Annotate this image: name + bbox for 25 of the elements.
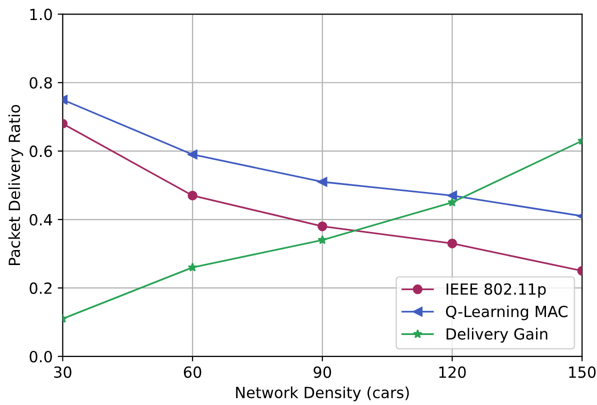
point	[318, 221, 328, 232]
y-tick-label: 0.8	[30, 77, 52, 89]
x-tick-label: 120	[439, 366, 466, 378]
point	[447, 238, 458, 248]
point	[318, 177, 328, 187]
legend-label: Q-Learning MAC	[446, 305, 568, 320]
y-tick-label: 0.0	[30, 350, 52, 362]
y-tick-label: 0.4	[30, 214, 52, 226]
x-tick-label: 90	[314, 366, 332, 378]
point	[448, 198, 457, 206]
x-tick-label: 30	[54, 366, 72, 378]
y-tick-label: 0.6	[30, 146, 52, 158]
legend-label: IEEE 802.11p	[446, 283, 546, 298]
point	[318, 235, 328, 244]
x-tick-label: 60	[184, 366, 202, 378]
x-axis-title: Network Density (cars)	[236, 386, 409, 402]
point	[447, 190, 458, 200]
y-tick-label: 1.0	[30, 8, 52, 20]
point	[188, 150, 198, 160]
point	[188, 190, 198, 200]
point	[188, 262, 198, 272]
legend-label: Delivery Gain	[446, 328, 548, 343]
x-tick-label: 150	[569, 366, 596, 378]
y-tick-label: 0.2	[30, 282, 52, 294]
y-axis-title: Packet Delivery Ratio	[8, 104, 24, 265]
